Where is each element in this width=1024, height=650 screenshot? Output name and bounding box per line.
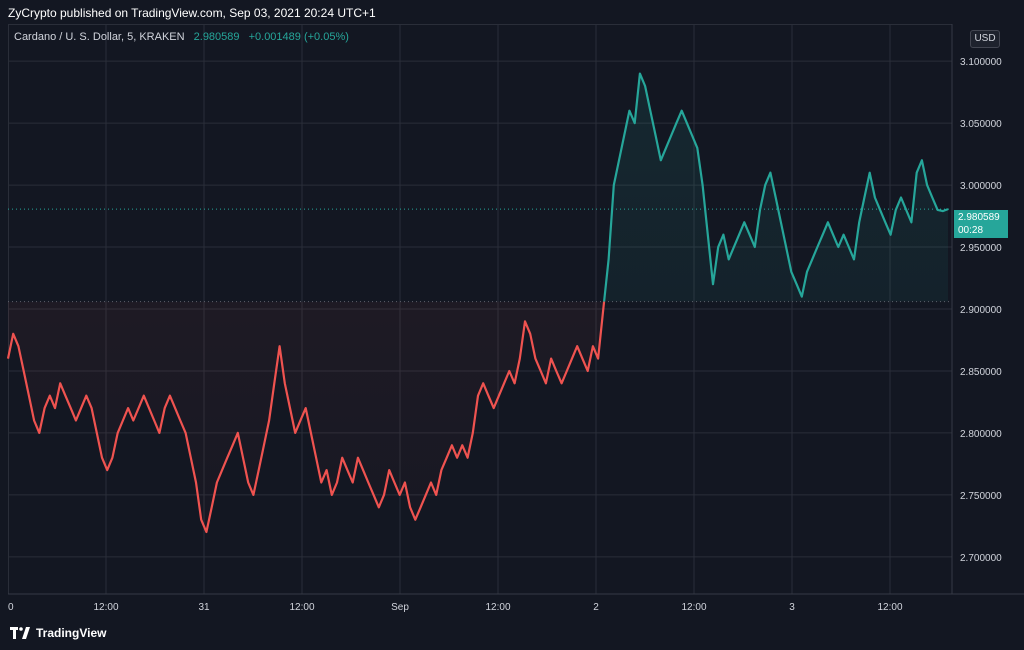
x-tick-label: 12:00 xyxy=(877,602,902,613)
y-tick-label: 2.950000 xyxy=(960,243,1002,254)
y-tick-label: 2.800000 xyxy=(960,429,1002,440)
chart-legend: Cardano / U. S. Dollar, 5, KRAKEN 2.9805… xyxy=(14,31,349,43)
y-tick-label: 3.100000 xyxy=(960,57,1002,68)
published-text: ZyCrypto published on TradingView.com, S… xyxy=(8,6,376,20)
x-tick-label: 12:00 xyxy=(485,602,510,613)
area-fill-down xyxy=(8,301,605,532)
price-line-down xyxy=(6,301,606,534)
y-tick-label: 3.000000 xyxy=(960,181,1002,192)
area-fill-up xyxy=(8,73,948,302)
x-tick-label: 3 xyxy=(789,602,795,613)
legend-price: 2.980589 xyxy=(193,31,240,43)
area-fill xyxy=(8,73,948,532)
price-line-up xyxy=(602,72,949,302)
y-tick-label: 3.050000 xyxy=(960,119,1002,130)
x-tick-label: 0 xyxy=(8,602,14,613)
brand-name: TradingView xyxy=(36,626,107,640)
x-tick-label: 31 xyxy=(198,602,210,613)
currency-button[interactable]: USD xyxy=(970,30,1000,48)
y-tick-label: 2.900000 xyxy=(960,305,1002,316)
x-tick-label: 12:00 xyxy=(93,602,118,613)
axes: 3.100000 3.050000 3.000000 2.950000 2.900000… xyxy=(8,57,1002,613)
price-series xyxy=(6,72,949,534)
x-tick-label: Sep xyxy=(391,602,409,613)
legend-change: +0.001489 (+0.05%) xyxy=(248,31,349,43)
y-tick-label: 2.850000 xyxy=(960,367,1002,378)
tradingview-logo-icon xyxy=(10,627,30,639)
last-price-value: 2.980589 xyxy=(958,212,1000,223)
symbol-label: Cardano / U. S. Dollar, 5, KRAKEN xyxy=(14,31,185,43)
x-tick-label: 12:00 xyxy=(289,602,314,613)
x-tick-label: 12:00 xyxy=(681,602,706,613)
y-tick-label: 2.750000 xyxy=(960,491,1002,502)
x-tick-label: 2 xyxy=(593,602,599,613)
y-tick-label: 2.700000 xyxy=(960,553,1002,564)
tradingview-brand[interactable]: TradingView xyxy=(10,626,106,640)
last-price-tag: 2.980589 00:28 xyxy=(954,210,1008,238)
bar-countdown: 00:28 xyxy=(958,225,984,236)
